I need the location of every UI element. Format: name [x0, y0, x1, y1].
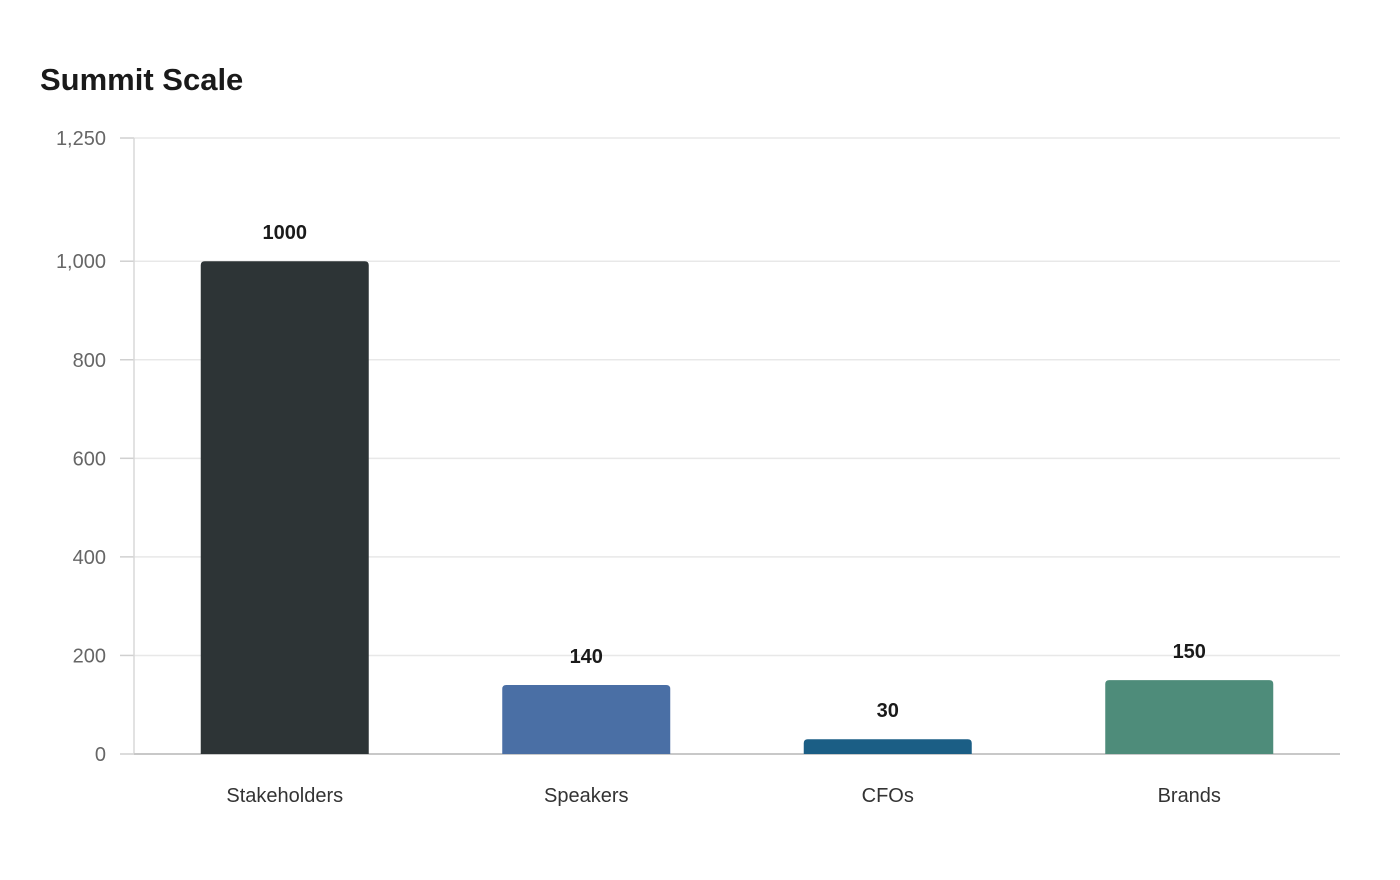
x-category-label: CFOs	[862, 785, 914, 807]
bar-brands	[1105, 680, 1274, 754]
y-tick-label: 0	[95, 744, 106, 766]
y-tick-label: 400	[73, 547, 106, 569]
y-tick-label: 200	[73, 645, 106, 667]
value-label: 30	[877, 700, 899, 722]
bar-speakers	[502, 685, 671, 754]
x-category-label: Stakeholders	[226, 785, 343, 807]
value-label: 150	[1173, 641, 1206, 663]
labels: 0 200 400 600 800 1,000 1,250 1000 Stakeholders 1…	[56, 128, 1221, 807]
bars	[200, 261, 1274, 754]
x-category-label: Speakers	[544, 785, 629, 807]
value-label: 1000	[263, 222, 308, 244]
y-tick-label: 1,250	[56, 128, 106, 150]
bar-cfos	[803, 739, 972, 754]
bar-stakeholders	[200, 261, 369, 754]
y-tick-label: 1,000	[56, 251, 106, 273]
y-tick-label: 800	[73, 350, 106, 372]
chart-title: Summit Scale	[40, 62, 244, 97]
y-tick-label: 600	[73, 448, 106, 470]
value-label: 140	[570, 646, 603, 668]
x-category-label: Brands	[1158, 785, 1221, 807]
